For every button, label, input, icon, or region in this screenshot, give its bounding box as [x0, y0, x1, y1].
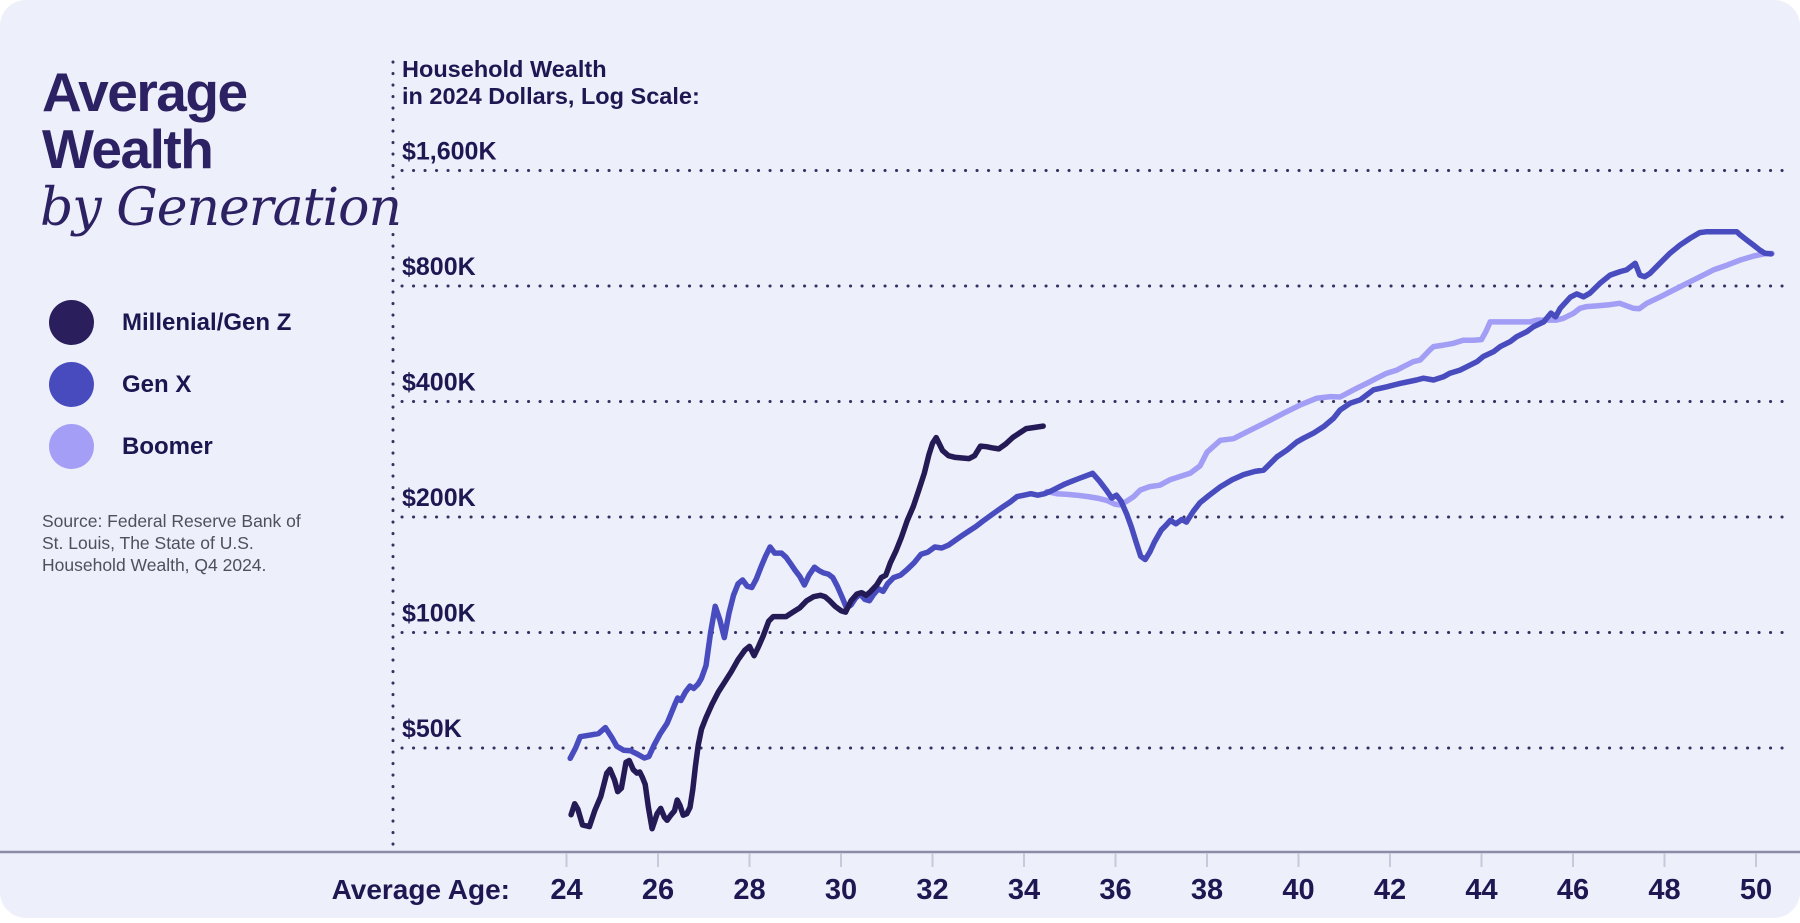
legend-item-millenial-gen-z: Millenial/Gen Z	[49, 300, 291, 345]
legend-color-dot	[49, 300, 94, 345]
x-axis-label-50: 50	[1740, 874, 1772, 906]
x-axis-label-36: 36	[1099, 874, 1131, 906]
x-axis-label-48: 48	[1648, 874, 1680, 906]
chart-axis-title-line-1: Household Wealth	[402, 56, 607, 82]
legend-color-dot	[49, 362, 94, 407]
legend: Millenial/Gen Z Gen X Boomer	[49, 300, 291, 486]
source-line: St. Louis, The State of U.S.	[42, 533, 254, 553]
y-axis-label-1600k: $1,600K	[402, 138, 497, 166]
x-axis-label-26: 26	[642, 874, 674, 906]
x-axis-label-32: 32	[916, 874, 948, 906]
x-axis-label-34: 34	[1008, 874, 1040, 906]
x-axis-label-42: 42	[1374, 874, 1406, 906]
chart-axis-title-line-2: in 2024 Dollars, Log Scale:	[402, 83, 700, 109]
chart-axis-title: Household Wealth in 2024 Dollars, Log Sc…	[402, 56, 700, 110]
x-axis-label-28: 28	[733, 874, 765, 906]
source-line: Household Wealth, Q4 2024.	[42, 555, 267, 575]
legend-item-gen-x: Gen X	[49, 362, 291, 407]
source-line: Source: Federal Reserve Bank of	[42, 511, 301, 531]
legend-color-dot	[49, 424, 94, 469]
x-axis-caption: Average Age:	[332, 874, 510, 905]
gen-x-line	[567, 228, 1774, 762]
y-axis-label-50k: $50K	[402, 715, 462, 743]
y-axis-label-800k: $800K	[402, 253, 476, 281]
source-note: Source: Federal Reserve Bank of St. Loui…	[42, 510, 301, 576]
x-axis-label-38: 38	[1191, 874, 1223, 906]
legend-label: Boomer	[122, 432, 213, 460]
y-axis-label-100k: $100K	[402, 600, 476, 628]
legend-label: Gen X	[122, 370, 192, 398]
x-axis-label-40: 40	[1282, 874, 1314, 906]
y-axis-label-400k: $400K	[402, 369, 476, 397]
x-axis-label-24: 24	[550, 874, 582, 906]
legend-label: Millenial/Gen Z	[122, 308, 292, 336]
x-axis-label-46: 46	[1557, 874, 1589, 906]
millenial-gen-z-line	[568, 423, 1046, 832]
x-axis-label-44: 44	[1465, 874, 1497, 906]
title-line-2: Wealth	[42, 118, 214, 180]
boomer-line	[1044, 250, 1775, 508]
page-title: Average Wealth	[42, 61, 248, 180]
page-subtitle: by Generation	[40, 178, 402, 238]
y-axis-label-200k: $200K	[402, 484, 476, 512]
legend-item-boomer: Boomer	[49, 424, 291, 469]
x-axis-label-30: 30	[825, 874, 857, 906]
title-line-1: Average	[42, 61, 248, 123]
